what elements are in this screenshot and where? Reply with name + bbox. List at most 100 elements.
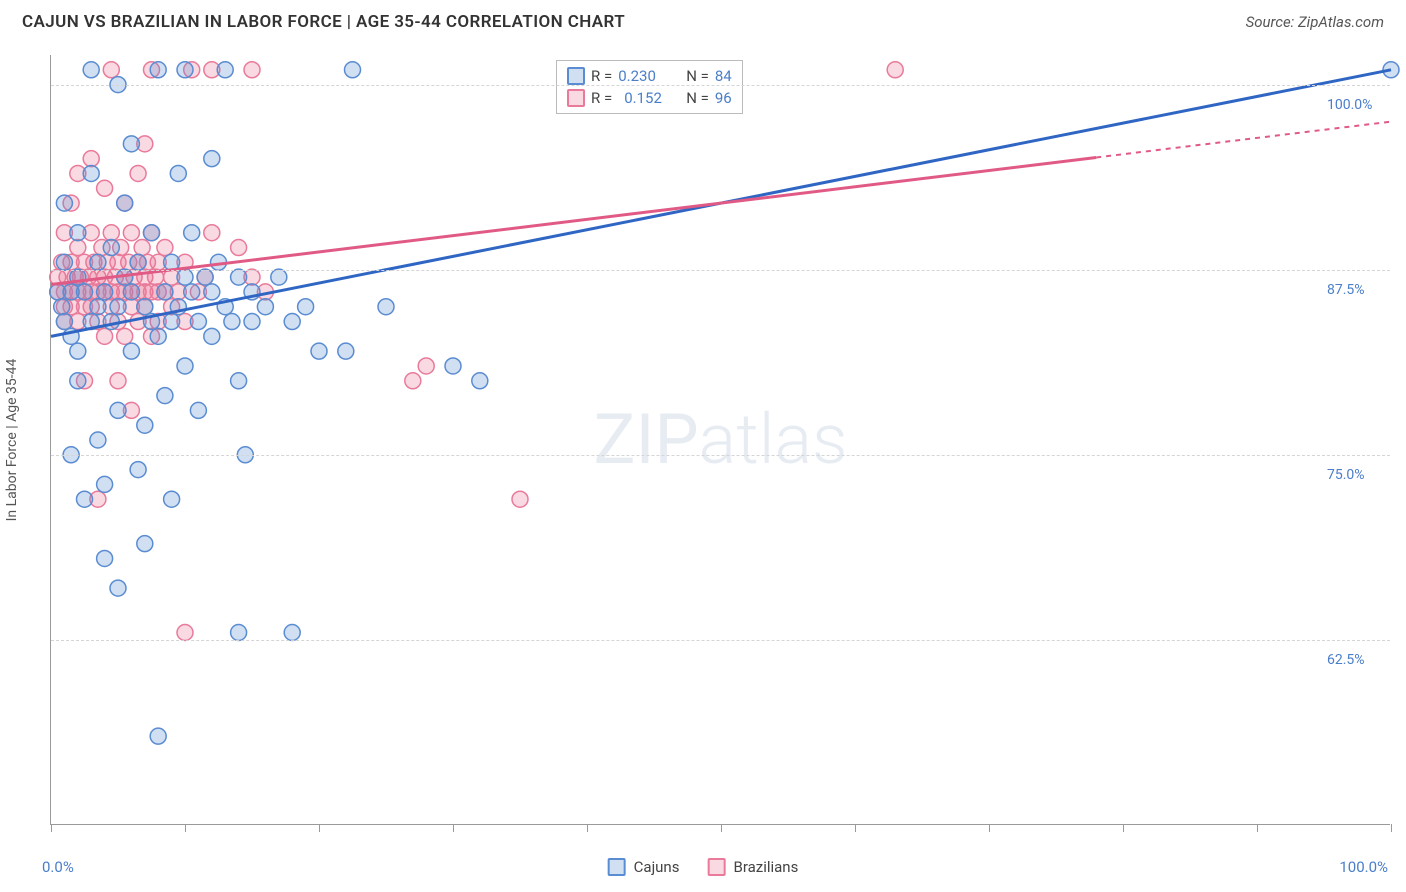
data-point	[103, 240, 119, 256]
legend-swatch-icon	[608, 858, 626, 876]
data-point	[103, 314, 119, 330]
data-point	[117, 328, 133, 344]
data-point	[204, 284, 220, 300]
correlation-legend: R = 0.230 N = 84 R = 0.152 N = 96	[556, 60, 743, 114]
n-label: N =	[686, 89, 709, 107]
gridline	[51, 455, 1390, 456]
x-tick	[51, 824, 52, 832]
data-point	[204, 151, 220, 167]
gridline	[51, 85, 1390, 86]
data-point	[184, 284, 200, 300]
y-tick-label: 62.5%	[1327, 652, 1382, 668]
data-point	[184, 225, 200, 241]
data-point	[177, 358, 193, 374]
data-point	[164, 314, 180, 330]
data-point	[157, 240, 173, 256]
data-point	[512, 491, 528, 507]
data-point	[204, 225, 220, 241]
data-point	[110, 373, 126, 389]
data-point	[311, 343, 327, 359]
chart-plot-area: R = 0.230 N = 84 R = 0.152 N = 96 ZIPatl…	[50, 55, 1390, 825]
data-point	[244, 314, 260, 330]
x-axis-min-label: 0.0%	[42, 858, 74, 876]
y-axis-label: In Labor Force | Age 35-44	[4, 359, 20, 522]
legend-label-cajuns: Cajuns	[634, 858, 680, 876]
y-tick-label: 75.0%	[1327, 467, 1382, 483]
regression-line	[51, 157, 1096, 284]
legend-swatch-icon	[707, 858, 725, 876]
regression-line-dashed	[1096, 122, 1391, 158]
data-point	[137, 417, 153, 433]
legend-row-brazilians: R = 0.152 N = 96	[567, 87, 732, 109]
data-point	[345, 62, 361, 78]
data-point	[284, 625, 300, 641]
data-point	[472, 373, 488, 389]
n-value-brazilians: 96	[715, 89, 732, 107]
data-point	[244, 62, 260, 78]
data-point	[97, 476, 113, 492]
data-point	[123, 343, 139, 359]
data-point	[284, 314, 300, 330]
gridline	[51, 640, 1390, 641]
x-tick	[1123, 824, 1124, 832]
n-value-cajuns: 84	[715, 67, 732, 85]
x-tick	[721, 824, 722, 832]
data-point	[134, 240, 150, 256]
data-point	[77, 491, 93, 507]
x-tick	[1391, 824, 1392, 832]
legend-swatch-brazilians	[567, 89, 585, 107]
data-point	[197, 269, 213, 285]
data-point	[257, 299, 273, 315]
data-point	[130, 462, 146, 478]
data-point	[70, 225, 86, 241]
data-point	[204, 328, 220, 344]
data-point	[56, 314, 72, 330]
n-label: N =	[686, 67, 709, 85]
data-point	[90, 254, 106, 270]
series-legend: Cajuns Brazilians	[608, 858, 799, 876]
data-point	[137, 299, 153, 315]
data-point	[150, 62, 166, 78]
data-point	[77, 284, 93, 300]
data-point	[103, 225, 119, 241]
data-point	[405, 373, 421, 389]
data-point	[110, 402, 126, 418]
data-point	[177, 269, 193, 285]
x-axis-max-label: 100.0%	[1339, 858, 1388, 876]
data-point	[224, 314, 240, 330]
scatter-plot-svg	[51, 55, 1390, 824]
data-point	[97, 328, 113, 344]
data-point	[217, 62, 233, 78]
data-point	[54, 299, 70, 315]
data-point	[110, 299, 126, 315]
data-point	[137, 536, 153, 552]
data-point	[83, 151, 99, 167]
y-tick-label: 100.0%	[1327, 97, 1382, 113]
data-point	[130, 254, 146, 270]
source-attribution: Source: ZipAtlas.com	[1246, 13, 1384, 31]
data-point	[83, 165, 99, 181]
data-point	[123, 136, 139, 152]
r-label: R =	[591, 89, 612, 107]
data-point	[103, 62, 119, 78]
data-point	[56, 254, 72, 270]
data-point	[144, 225, 160, 241]
legend-item-brazilians: Brazilians	[707, 858, 798, 876]
data-point	[70, 373, 86, 389]
data-point	[90, 299, 106, 315]
data-point	[150, 328, 166, 344]
data-point	[123, 225, 139, 241]
data-point	[157, 284, 173, 300]
r-value-cajuns: 0.230	[618, 67, 670, 85]
data-point	[231, 373, 247, 389]
gridline	[51, 270, 1390, 271]
r-label: R =	[591, 67, 612, 85]
data-point	[56, 195, 72, 211]
data-point	[117, 195, 133, 211]
x-tick	[185, 824, 186, 832]
data-point	[271, 269, 287, 285]
data-point	[231, 625, 247, 641]
x-tick	[453, 824, 454, 832]
data-point	[177, 62, 193, 78]
data-point	[70, 240, 86, 256]
